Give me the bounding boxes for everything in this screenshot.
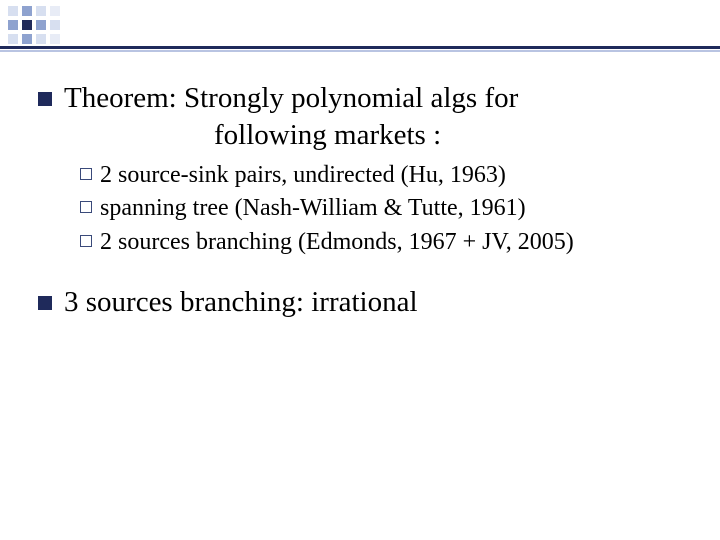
- body-content: Theorem: Strongly polynomial algs for fo…: [38, 80, 682, 327]
- bullet-text: 3 sources branching: irrational: [64, 284, 418, 321]
- sub-bullet-list: 2 source-sink pairs, undirected (Hu, 196…: [80, 160, 682, 258]
- corner-square: [36, 34, 46, 44]
- open-square-bullet-icon: [80, 168, 92, 180]
- sub-bullet-text: 2 source-sink pairs, undirected (Hu, 196…: [100, 160, 506, 191]
- corner-square: [22, 6, 32, 16]
- corner-square: [50, 20, 60, 30]
- corner-square: [36, 6, 46, 16]
- corner-square: [8, 34, 18, 44]
- open-square-bullet-icon: [80, 201, 92, 213]
- corner-square: [36, 20, 46, 30]
- bullet-level1: 3 sources branching: irrational: [38, 284, 682, 321]
- header-rule-light: [0, 50, 720, 52]
- corner-square: [8, 20, 18, 30]
- sub-bullet-text: 2 sources branching (Edmonds, 1967 + JV,…: [100, 227, 574, 258]
- bullet-level2: 2 source-sink pairs, undirected (Hu, 196…: [80, 160, 682, 191]
- slide: Theorem: Strongly polynomial algs for fo…: [0, 0, 720, 540]
- slide-header-decor: [0, 0, 720, 58]
- bullet-level1: Theorem: Strongly polynomial algs for fo…: [38, 80, 682, 154]
- corner-square: [22, 20, 32, 30]
- corner-square: [50, 34, 60, 44]
- corner-square: [22, 34, 32, 44]
- bullet-level2: spanning tree (Nash-William & Tutte, 196…: [80, 193, 682, 224]
- corner-square: [8, 6, 18, 16]
- bullet-text: Theorem: Strongly polynomial algs for fo…: [64, 80, 518, 154]
- square-bullet-icon: [38, 296, 52, 310]
- square-bullet-icon: [38, 92, 52, 106]
- theorem-line1: Theorem: Strongly polynomial algs for: [64, 80, 518, 117]
- header-rule-dark: [0, 46, 720, 49]
- spacer: [38, 276, 682, 284]
- bullet-level2: 2 sources branching (Edmonds, 1967 + JV,…: [80, 227, 682, 258]
- sub-bullet-text: spanning tree (Nash-William & Tutte, 196…: [100, 193, 526, 224]
- open-square-bullet-icon: [80, 235, 92, 247]
- theorem-line2: following markets :: [64, 117, 518, 154]
- corner-square: [50, 6, 60, 16]
- corner-squares-grid: [8, 6, 60, 44]
